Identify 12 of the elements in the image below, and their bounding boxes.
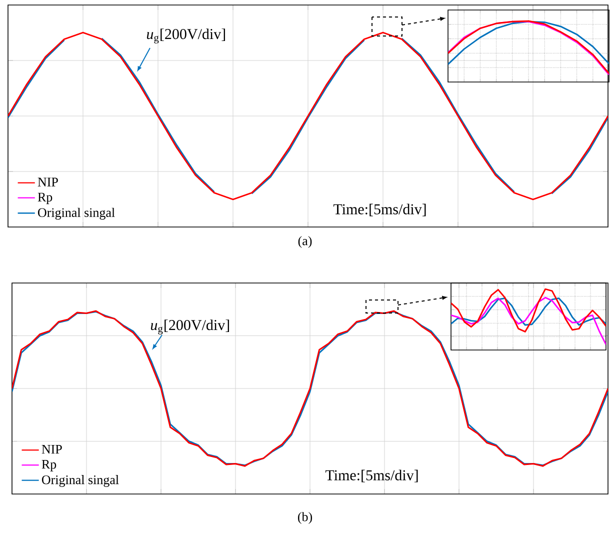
legend-label: Original singal bbox=[38, 208, 115, 220]
annotation: u$_{g}$[200V/div] bbox=[150, 320, 229, 334]
legend-label: Rp bbox=[38, 192, 52, 204]
text: Time:[5ms/div] bbox=[325, 470, 418, 482]
legend-label: NIP bbox=[38, 178, 58, 186]
legend-label: Rp bbox=[42, 460, 56, 472]
legend-label: NIP bbox=[42, 445, 62, 454]
text: (b) bbox=[298, 512, 312, 524]
text: Time:[5ms/div] bbox=[333, 204, 426, 216]
legend-label: Original singal bbox=[42, 475, 119, 487]
text: (a) bbox=[298, 236, 312, 248]
annotation: u$_{g}$[200V/div] bbox=[146, 28, 225, 44]
